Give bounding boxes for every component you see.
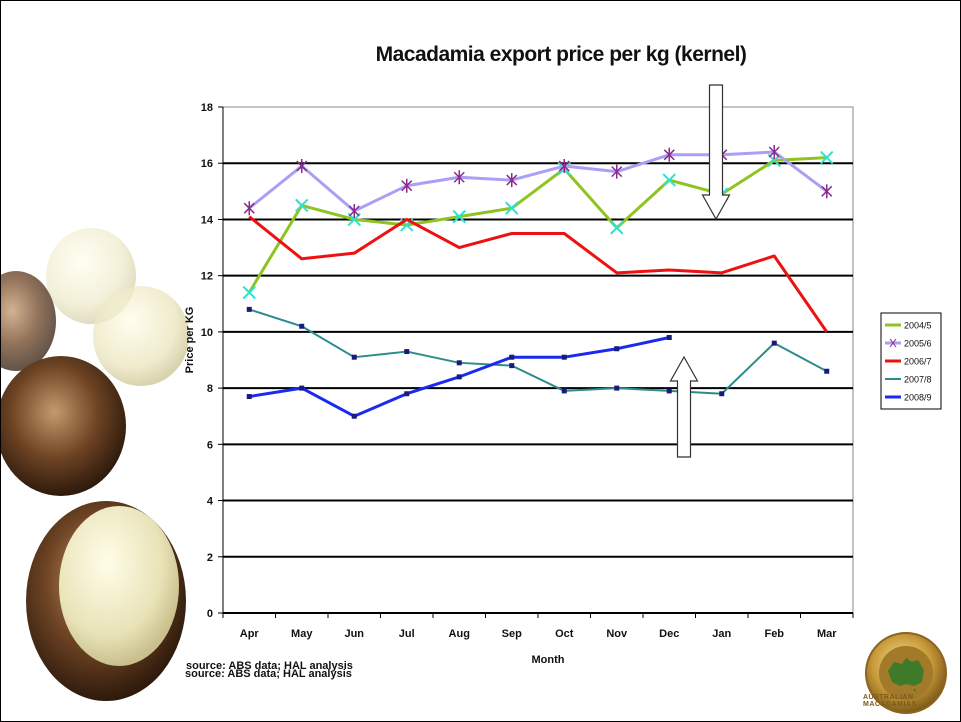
x-tick-label: Mar — [817, 628, 837, 640]
annotation-arrow-up — [669, 355, 699, 458]
series-line — [248, 215, 828, 333]
y-tick-label: 12 — [201, 271, 213, 283]
legend-label: 2004/5 — [904, 321, 932, 331]
data-point — [296, 159, 308, 174]
y-tick-label: 18 — [201, 102, 213, 114]
y-tick-label: 14 — [201, 214, 214, 226]
data-point — [509, 363, 515, 369]
data-point — [719, 391, 725, 397]
series-2008-9 — [246, 335, 672, 419]
data-point — [561, 388, 567, 394]
data-point — [453, 170, 465, 185]
y-tick-label: 10 — [201, 327, 213, 339]
legend: 2004/5 2005/6 2006/7 2007/8 2008/9 — [880, 312, 942, 410]
data-point — [505, 201, 519, 215]
x-tick-label: Apr — [240, 628, 260, 640]
data-point — [452, 209, 466, 224]
data-point — [558, 159, 570, 174]
data-point — [351, 413, 357, 419]
nut-brown-1 — [1, 271, 56, 371]
plot-area — [222, 106, 854, 614]
australia-map-icon — [888, 658, 924, 686]
data-point — [299, 323, 305, 329]
data-point — [243, 201, 255, 216]
data-point — [404, 349, 410, 355]
data-point — [614, 385, 620, 391]
series-line — [248, 308, 828, 395]
data-point — [666, 388, 672, 394]
macadamia-photo — [1, 228, 189, 701]
series-2006-7 — [248, 215, 828, 333]
data-point — [509, 354, 515, 360]
data-point — [824, 368, 830, 374]
data-point — [246, 394, 252, 400]
nut-brown-2 — [1, 356, 126, 496]
data-point — [771, 340, 777, 346]
data-point — [401, 178, 413, 193]
data-point — [820, 150, 834, 165]
y-tick-label: 4 — [207, 496, 214, 508]
source-line-1: source: ABS data; HAL analysis — [186, 660, 353, 672]
data-point — [299, 385, 305, 391]
data-point — [242, 285, 256, 300]
series-2005-6 — [243, 144, 833, 219]
x-tick-label: Nov — [606, 628, 628, 640]
x-tick-label: Dec — [659, 628, 679, 640]
data-point — [246, 306, 252, 312]
data-point — [348, 204, 360, 219]
legend-label: 2005/6 — [904, 339, 932, 349]
data-point — [351, 354, 357, 360]
australian-macadamias-logo — [865, 632, 947, 714]
x-tick-label: Sep — [502, 628, 522, 640]
data-point — [614, 346, 620, 352]
legend-label: 2007/8 — [904, 375, 932, 385]
series-line — [247, 156, 827, 294]
chart-title: Macadamia export price per kg (kernel) — [375, 43, 747, 66]
data-point — [456, 374, 462, 380]
x-tick-label: May — [291, 628, 313, 640]
legend-marker — [889, 338, 897, 348]
x-axis-title: Month — [532, 654, 565, 666]
nut-kernel — [59, 506, 179, 666]
x-tick-label: Jul — [399, 628, 415, 640]
data-point — [768, 144, 780, 159]
annotation-arrow-down — [701, 84, 731, 221]
x-tick-label: Jan — [712, 628, 731, 640]
x-tick-label: Oct — [555, 628, 574, 640]
x-tick-label: Jun — [344, 628, 364, 640]
x-tick-label: Aug — [449, 628, 470, 640]
nut-blur-2 — [93, 286, 189, 386]
data-point — [666, 335, 672, 341]
data-point — [821, 184, 833, 199]
legend-label: 2008/9 — [904, 393, 932, 403]
data-point — [611, 164, 623, 179]
source-line-2: source: ABS data; HAL analysis — [185, 668, 352, 680]
y-axis-title: Price per KG — [184, 307, 196, 374]
x-tick-label: Feb — [764, 628, 784, 640]
source-note: source: ABS data; HAL analysis source: A… — [185, 660, 353, 680]
y-tick-label: 0 — [207, 608, 213, 620]
y-tick-label: 8 — [207, 383, 213, 395]
data-point — [295, 198, 309, 213]
y-tick-label: 2 — [207, 552, 213, 564]
data-point — [663, 147, 675, 162]
series-2007-8 — [246, 306, 830, 397]
data-point — [662, 173, 676, 187]
legend-label: 2006/7 — [904, 357, 932, 367]
logo-text: AUSTRALIAN MACADAMIAS — [863, 694, 917, 708]
data-point — [506, 173, 518, 188]
data-point — [610, 221, 624, 235]
data-point — [456, 360, 462, 366]
y-tick-label: 16 — [201, 158, 213, 170]
y-tick-label: 6 — [207, 439, 213, 451]
series-line — [248, 150, 828, 213]
data-point — [404, 391, 410, 397]
data-point — [561, 354, 567, 360]
series-2004-5 — [242, 150, 834, 300]
